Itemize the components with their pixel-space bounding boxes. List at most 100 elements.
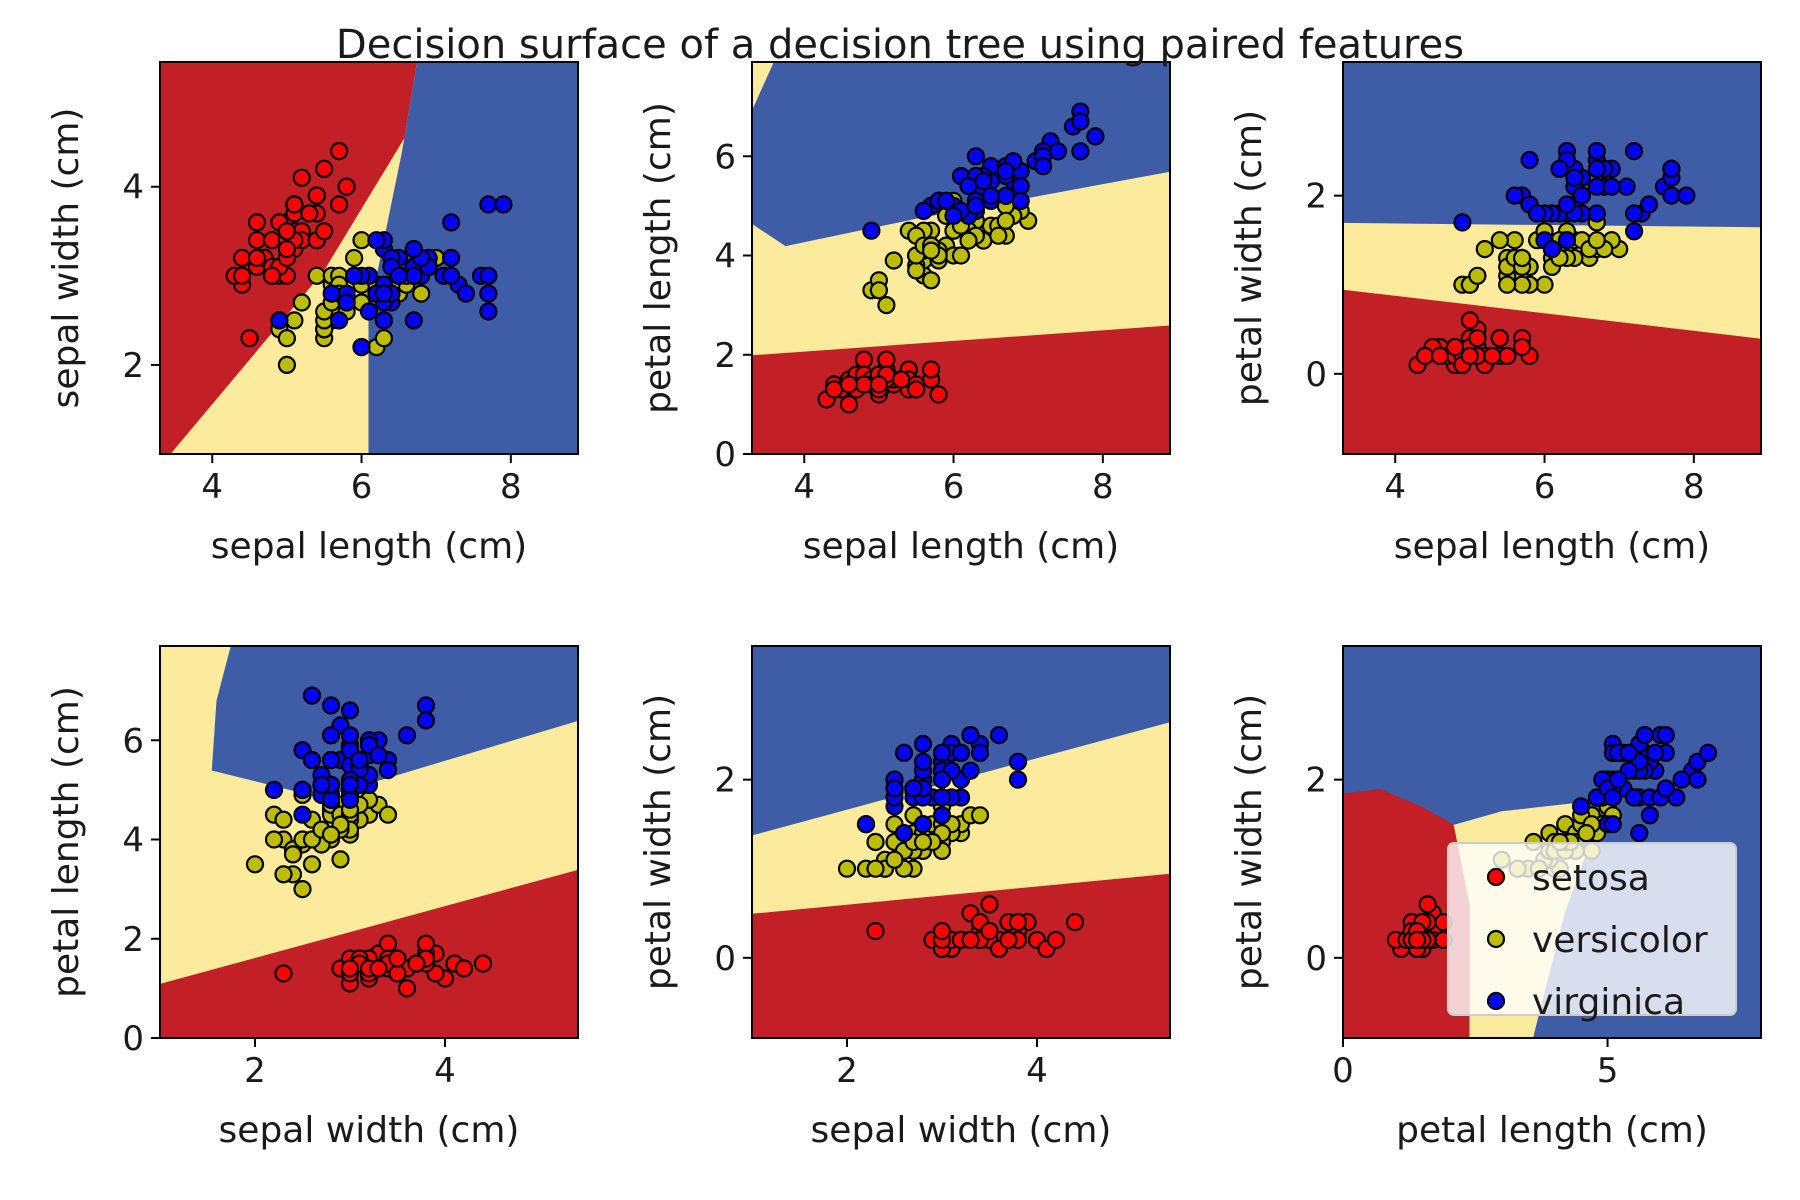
point-virginica (389, 266, 408, 285)
point-virginica (1011, 177, 1030, 196)
point-virginica (1698, 743, 1718, 763)
axes-frame (1342, 645, 1762, 1039)
y-tick-label: 2 (714, 336, 736, 376)
point-setosa (277, 240, 296, 259)
point-setosa (330, 195, 349, 214)
point-setosa (1430, 346, 1450, 366)
scatter-points (817, 102, 1105, 414)
point-setosa (233, 266, 252, 285)
point-virginica (270, 311, 289, 330)
point-setosa (262, 266, 282, 285)
point-virginica (1662, 159, 1681, 178)
point-versicolor (884, 251, 903, 270)
point-virginica (340, 775, 360, 795)
point-virginica (442, 213, 461, 232)
point-virginica (961, 725, 980, 745)
x-tick-label: 4 (793, 467, 815, 507)
point-setosa (980, 921, 999, 941)
legend-marker-virginica (1486, 991, 1506, 1011)
point-setosa (921, 360, 941, 379)
point-virginica (1688, 770, 1707, 789)
x-tick-label: 2 (836, 1051, 858, 1091)
x-axis-label: sepal width (cm) (811, 1110, 1112, 1151)
point-setosa (1418, 895, 1437, 914)
point-virginica (1603, 788, 1622, 807)
point-setosa (262, 231, 282, 250)
x-tick-label: 2 (244, 1051, 266, 1091)
x-tick-label: 8 (1683, 467, 1705, 507)
point-setosa (1512, 338, 1532, 357)
y-tick-label: 2 (1305, 761, 1327, 801)
region-setosa (1343, 288, 1761, 454)
point-virginica (1520, 150, 1539, 170)
point-virginica (397, 726, 417, 745)
point-virginica (932, 743, 952, 763)
point-virginica (350, 750, 369, 770)
point-virginica (1603, 815, 1622, 834)
point-setosa (824, 380, 844, 399)
point-virginica (352, 338, 371, 357)
point-setosa (378, 934, 398, 953)
point-setosa (1498, 346, 1517, 366)
point-versicolor (959, 231, 978, 250)
point-virginica (1624, 788, 1644, 807)
x-tick-label: 0 (1332, 1051, 1354, 1091)
point-virginica (913, 815, 933, 834)
point-virginica (302, 750, 322, 770)
point-virginica (494, 195, 513, 214)
point-virginica (293, 780, 312, 800)
point-versicolor (921, 271, 941, 290)
point-virginica (1071, 142, 1090, 161)
point-virginica (1572, 186, 1592, 205)
region-virginica (752, 62, 1170, 247)
subplot-2: 4 6 8 0 2 4 6 sepal length (cm) petal length (cm… (638, 61, 1171, 567)
point-setosa (340, 959, 360, 978)
point-setosa (839, 375, 859, 394)
point-virginica (367, 231, 386, 250)
point-virginica (442, 266, 461, 285)
point-virginica (1617, 177, 1636, 196)
legend: setosa versicolor virginica (1447, 842, 1737, 1023)
point-versicolor (374, 329, 393, 348)
point-virginica (1571, 797, 1591, 816)
point-setosa (1483, 346, 1502, 366)
point-setosa (839, 395, 859, 414)
region-virginica (1343, 62, 1761, 228)
point-virginica (1565, 168, 1584, 187)
point-virginica (936, 191, 956, 210)
point-versicolor (412, 284, 431, 303)
point-virginica (479, 266, 498, 285)
point-virginica (1662, 186, 1681, 205)
point-virginica (913, 734, 933, 754)
point-virginica (302, 686, 322, 705)
point-virginica (989, 725, 1009, 745)
legend-marker-versicolor (1486, 929, 1506, 949)
point-setosa (233, 248, 252, 268)
y-tick-label: 0 (714, 435, 736, 475)
point-virginica (914, 201, 933, 220)
point-setosa (315, 159, 334, 178)
point-versicolor (877, 296, 896, 315)
subplot-1: 4 6 8 2 4 sepal length (cm) sepal width (cm) (46, 61, 579, 567)
point-virginica (374, 311, 393, 330)
point-versicolor (378, 805, 398, 824)
legend-label-setosa: setosa (1532, 858, 1650, 899)
point-setosa (869, 375, 889, 394)
subplot-5: 2 4 0 2 sepal width (cm) petal width (cm) (638, 645, 1171, 1151)
point-virginica (1048, 142, 1068, 161)
point-setosa (999, 930, 1018, 950)
point-virginica (1639, 195, 1659, 214)
point-setosa (388, 964, 407, 983)
point-virginica (442, 248, 461, 268)
point-versicolor (913, 832, 933, 852)
point-virginica (1527, 204, 1547, 223)
point-setosa (285, 195, 304, 214)
y-tick-label: 6 (122, 721, 144, 761)
point-versicolor (885, 850, 904, 869)
point-versicolor (869, 281, 889, 300)
point-versicolor (1475, 240, 1494, 259)
y-tick-label: 0 (714, 939, 736, 979)
subplot-3: 4 6 8 0 2 sepal length (cm) petal width (cm) (1229, 61, 1762, 567)
point-virginica (378, 760, 398, 780)
